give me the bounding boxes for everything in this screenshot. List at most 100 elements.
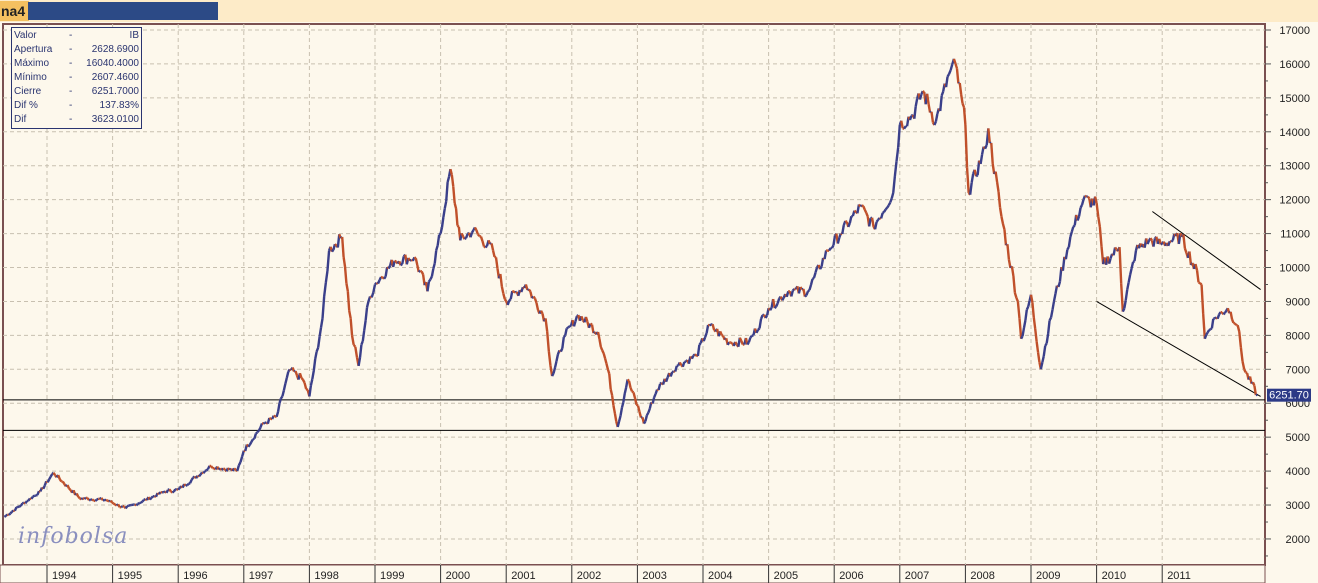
price-segment [1080, 199, 1085, 206]
price-segment [961, 103, 966, 108]
price-segment [764, 314, 769, 319]
price-segment [749, 334, 753, 339]
price-segment [36, 490, 41, 496]
price-segment [925, 93, 930, 105]
price-segment [1048, 317, 1053, 321]
price-segment [13, 506, 18, 512]
price-segment [149, 497, 153, 501]
info-sep: - [69, 72, 73, 83]
price-segment [567, 325, 571, 329]
price-segment [301, 378, 306, 384]
price-segment [1079, 204, 1084, 209]
price-segment [1182, 234, 1187, 249]
price-segment [1034, 328, 1038, 342]
price-segment [305, 387, 309, 392]
price-segment [469, 232, 474, 238]
price-segment [190, 476, 195, 481]
price-segment [268, 416, 272, 420]
price-segment [564, 328, 568, 336]
price-segment [350, 335, 355, 346]
price-segment [427, 278, 432, 283]
price-segment [79, 497, 83, 501]
price-segment [433, 250, 438, 264]
price-segment [908, 115, 913, 121]
price-segment [913, 106, 917, 119]
price-segment [321, 296, 326, 319]
price-segment [629, 387, 634, 392]
price-segment [167, 488, 170, 491]
price-segment [807, 289, 811, 293]
price-segment [546, 331, 551, 352]
price-segment [257, 427, 262, 432]
info-sep: - [69, 58, 73, 69]
last-value-label: 6251.70 [1269, 390, 1309, 402]
price-segment [1233, 322, 1238, 326]
price-segment [781, 297, 785, 302]
price-segment [222, 467, 226, 471]
price-segment [473, 226, 478, 231]
price-segment [1114, 246, 1118, 251]
price-segment [394, 259, 397, 263]
price-segment [1049, 309, 1054, 318]
price-segment [603, 358, 608, 365]
price-segment [547, 351, 552, 366]
price-segment [172, 488, 177, 493]
x-tick-label: 1999 [380, 570, 404, 582]
x-tick-label: 2000 [446, 570, 470, 582]
price-segment [177, 487, 181, 491]
price-segment [82, 496, 86, 500]
info-value: 16040.4000 [86, 58, 139, 69]
price-segment [432, 262, 436, 270]
price-segment [237, 461, 242, 466]
price-segment [704, 332, 708, 338]
price-segment [491, 250, 496, 258]
price-segment [420, 270, 425, 275]
price-segment [202, 470, 207, 474]
x-axis-band [0, 564, 1266, 583]
y-tick-label: 2000 [1286, 534, 1310, 546]
price-segment [477, 233, 481, 237]
price-segment [494, 257, 499, 269]
price-segment [233, 467, 237, 471]
chart-tab[interactable]: na4 [0, 1, 29, 21]
price-segment [1120, 283, 1125, 312]
price-segment [1069, 231, 1073, 238]
price-segment [863, 209, 868, 214]
y-tick-label: 16000 [1279, 59, 1310, 71]
price-segment [674, 365, 678, 372]
price-segment [312, 358, 317, 371]
price-segment [361, 330, 366, 342]
price-segment [671, 370, 675, 374]
price-segment [360, 340, 364, 346]
price-segment [791, 288, 796, 292]
info-label: Dif [14, 114, 27, 125]
price-segment [27, 497, 31, 502]
price-segment [445, 181, 449, 202]
price-segment [775, 302, 779, 308]
price-segment [287, 368, 291, 373]
price-segment [1001, 223, 1006, 230]
price-segment [163, 490, 166, 494]
price-segment [314, 351, 318, 360]
price-segment [502, 292, 506, 300]
price-segment [479, 236, 484, 242]
price-segment [979, 154, 984, 165]
info-label: Valor [14, 30, 37, 41]
price-segment [955, 68, 960, 84]
price-segment [922, 90, 925, 94]
y-tick-label: 17000 [1279, 25, 1310, 37]
price-segment [539, 310, 544, 315]
price-segment [820, 257, 825, 267]
price-segment [785, 290, 790, 298]
price-segment [976, 160, 981, 176]
price-segment [464, 233, 469, 239]
price-segment [220, 467, 225, 471]
price-segment [1021, 327, 1026, 337]
x-tick-label: 1994 [52, 570, 76, 582]
price-segment [773, 305, 777, 309]
info-label: Cierre [14, 86, 42, 97]
info-sep: - [69, 44, 73, 55]
price-segment [1132, 260, 1136, 264]
price-segment [58, 478, 63, 483]
price-segment [1097, 216, 1102, 228]
